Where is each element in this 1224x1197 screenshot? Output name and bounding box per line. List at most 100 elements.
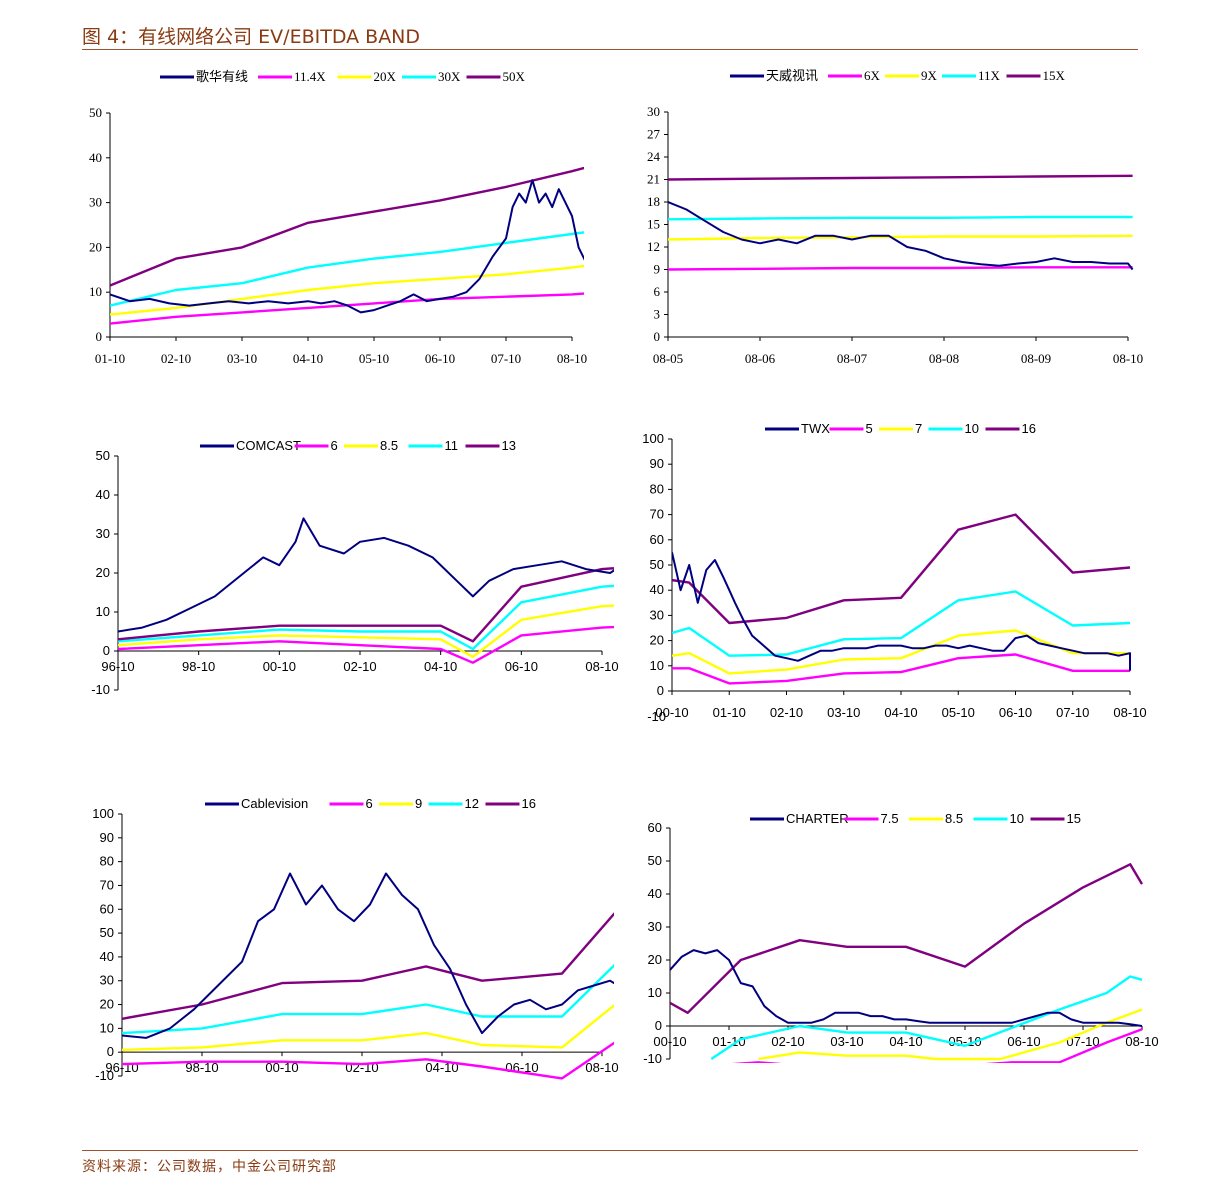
figure-title: 图 4：有线网络公司 EV/EBITDA BAND [82, 26, 421, 48]
top-rule [82, 49, 1138, 50]
y-tick-label: 12 [647, 239, 660, 254]
series-line-1 [122, 1041, 614, 1080]
x-tick-label: 08-05 [653, 351, 683, 366]
x-tick-label: 02-10 [343, 659, 376, 674]
series-line-4 [668, 174, 1133, 181]
series-line-2 [122, 1003, 614, 1051]
y-tick-label: 24 [647, 149, 661, 164]
chart-tianwei: 0 3 6 9 12 15 18 21 24 27 30 08-05 08-06 08-07 08-08 08… [647, 68, 1143, 366]
x-tick-label: 02-10 [771, 1034, 804, 1049]
series-line-0 [672, 552, 1131, 671]
series-line-3 [672, 590, 1131, 657]
legend-label: 15X [1043, 68, 1066, 83]
y-tick-label: 20 [100, 997, 114, 1012]
legend-label: Cablevision [241, 796, 308, 811]
x-tick-label: 08-07 [837, 351, 868, 366]
legend-label: CHARTER [786, 811, 849, 826]
series-line-0 [110, 179, 584, 314]
legend-label: 9 [415, 796, 422, 811]
y-tick-label: 30 [648, 919, 662, 934]
x-tick-label: 08-10 [585, 659, 618, 674]
series-line-3 [110, 231, 584, 307]
x-tick-label: 08-10 [1113, 705, 1146, 720]
y-tick-label: 50 [648, 853, 662, 868]
chart-charter: -10 0 10 20 30 40 50 60 00-10 01-10 02-10 03-10 04-1… [643, 811, 1158, 1066]
x-tick-label: 02-10 [770, 705, 803, 720]
x-tick-label: 03-10 [830, 1034, 863, 1049]
y-tick-label: -10 [91, 682, 110, 697]
y-tick-label: 9 [654, 262, 661, 277]
legend-label: 6 [331, 438, 338, 453]
legend-label: 11X [978, 68, 1001, 83]
y-tick-label: 20 [96, 565, 110, 580]
series-line-2 [118, 604, 614, 658]
y-tick-label: 0 [654, 329, 661, 344]
y-tick-label: 50 [96, 448, 110, 463]
y-tick-label: 20 [650, 633, 664, 648]
series-line-2 [668, 234, 1133, 241]
y-tick-label: 60 [100, 901, 114, 916]
y-tick-label: 40 [89, 150, 102, 165]
x-tick-label: 07-10 [1066, 1034, 1099, 1049]
legend-label: 天威视讯 [766, 68, 818, 83]
chart-comcast: -10 0 10 20 30 40 50 96-10 98-10 00-10 02-10 04-10 0… [91, 438, 618, 697]
y-tick-label: 18 [647, 194, 660, 209]
legend-label: COMCAST [236, 438, 301, 453]
y-tick-label: 60 [650, 532, 664, 547]
legend-label: 7 [915, 421, 922, 436]
legend-label: 12 [465, 796, 479, 811]
x-tick-label: 01-10 [712, 1034, 745, 1049]
series-line-3 [118, 584, 614, 651]
series-line-1 [110, 292, 584, 325]
legend-label: 6 [366, 796, 373, 811]
x-tick-label: 00-10 [653, 1034, 686, 1049]
legend-label: 5 [866, 421, 873, 436]
legend-label: 13 [502, 438, 516, 453]
legend-label: 11.4X [294, 69, 326, 84]
chart-twx: 0 10 20 30 40 50 60 70 80 90 100 00-10 01-10 02-10 03-… [642, 421, 1146, 724]
x-tick-label: 06-10 [1007, 1034, 1040, 1049]
x-tick-label: 03-10 [227, 351, 257, 366]
y-tick-label: 60 [648, 820, 662, 835]
series-line-0 [668, 201, 1134, 271]
series-line-0 [670, 949, 1143, 1027]
y-tick-label: 100 [92, 806, 114, 821]
series-line-1 [672, 653, 1130, 685]
y-tick-label: -10 [643, 1051, 662, 1066]
x-tick-label: 06-10 [999, 705, 1032, 720]
x-tick-label: 00-10 [263, 659, 296, 674]
x-tick-label: 08-08 [929, 351, 959, 366]
series-line-3 [668, 215, 1133, 221]
y-tick-label: 70 [650, 507, 664, 522]
y-tick-label: 0 [657, 683, 664, 698]
x-tick-label: 04-10 [889, 1034, 922, 1049]
legend-label: 50X [503, 69, 526, 84]
x-tick-label: 06-10 [425, 351, 455, 366]
y-tick-label: 90 [650, 456, 664, 471]
y-tick-label: 80 [650, 481, 664, 496]
y-tick-label: 10 [100, 1020, 114, 1035]
x-tick-label: 08-10 [585, 1060, 618, 1075]
legend-label: 9X [921, 68, 938, 83]
y-tick-label: 0 [107, 1044, 114, 1059]
x-tick-label: 04-10 [425, 1060, 458, 1075]
x-tick-label: 98-10 [185, 1060, 218, 1075]
y-tick-label: 50 [650, 557, 664, 572]
x-tick-label: 03-10 [827, 705, 860, 720]
y-tick-label: 0 [655, 1018, 662, 1033]
series-line-4 [672, 513, 1131, 625]
x-tick-label: 05-10 [942, 705, 975, 720]
legend-label: 8.5 [380, 438, 398, 453]
series-line-1 [668, 266, 1133, 271]
chart-gehua: 0 10 20 30 40 50 01-10 02-10 03-10 04-10 05-10 06-1… [89, 69, 587, 366]
x-tick-label: 02-10 [161, 351, 191, 366]
y-tick-label: 10 [89, 284, 102, 299]
y-tick-label: 50 [100, 925, 114, 940]
x-tick-label: 00-10 [655, 705, 688, 720]
legend-label: TWX [801, 421, 830, 436]
y-tick-label: 70 [100, 877, 114, 892]
legend-label: 6X [864, 68, 881, 83]
legend-label: 30X [438, 69, 461, 84]
chart-cablevision: -10 0 10 20 30 40 50 60 70 80 90 100 96-10 98-10 00-10… [92, 796, 618, 1083]
y-tick-label: 0 [96, 329, 103, 344]
